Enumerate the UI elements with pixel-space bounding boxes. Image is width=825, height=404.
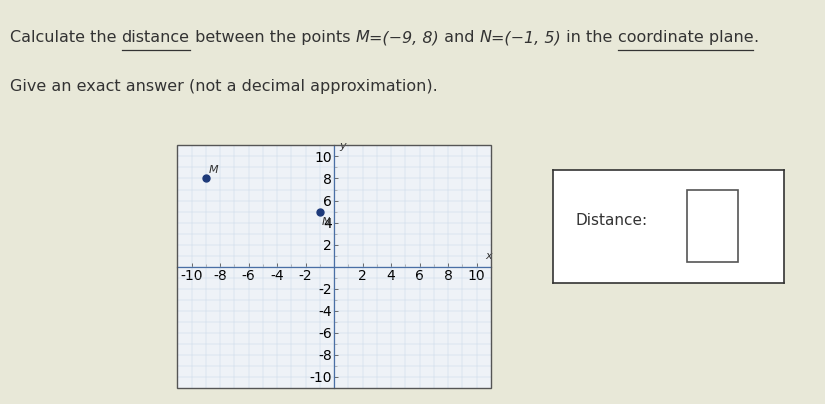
Text: =(−1, 5): =(−1, 5) (491, 30, 561, 45)
Bar (177, 145, 491, 388)
Text: and: and (439, 30, 479, 45)
FancyBboxPatch shape (686, 190, 738, 263)
Text: =(−9, 8): =(−9, 8) (369, 30, 439, 45)
Text: N: N (479, 30, 491, 45)
Text: in the: in the (561, 30, 618, 45)
Text: Give an exact answer (not a decimal approximation).: Give an exact answer (not a decimal appr… (10, 79, 437, 94)
Text: Distance:: Distance: (576, 213, 648, 228)
Text: N: N (322, 217, 330, 227)
Text: Calculate the: Calculate the (10, 30, 121, 45)
Text: between the points: between the points (190, 30, 355, 45)
Text: coordinate plane: coordinate plane (618, 30, 753, 45)
Text: M: M (209, 165, 219, 175)
Text: y: y (339, 141, 346, 151)
Text: distance: distance (121, 30, 190, 45)
Text: M: M (355, 30, 369, 45)
Text: .: . (753, 30, 758, 45)
Text: x: x (485, 250, 492, 261)
